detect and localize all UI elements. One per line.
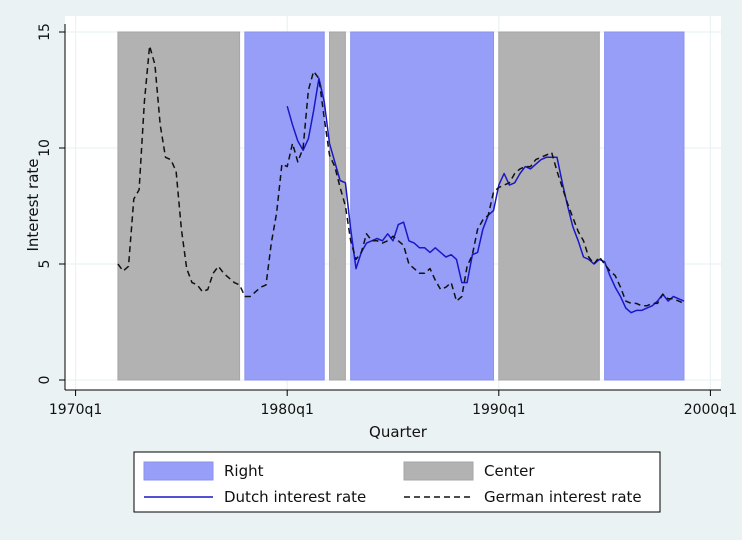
legend-label-center: Center (484, 462, 535, 480)
right-period-band (604, 31, 685, 381)
x-tick-label: 2000q1 (684, 402, 737, 418)
legend-label-dutch-interest-rate: Dutch interest rate (224, 488, 366, 506)
right-period-band (350, 31, 495, 381)
legend-label-german-interest-rate: German interest rate (484, 488, 642, 506)
x-tick-label: 1980q1 (260, 402, 313, 418)
series-lines (117, 45, 685, 314)
right-period-band (244, 31, 325, 381)
legend-label-right: Right (224, 462, 264, 480)
y-tick-label: 5 (37, 260, 53, 269)
center-period-band (498, 31, 600, 381)
legend-swatch-right (143, 461, 214, 481)
y-tick-label: 10 (37, 139, 53, 157)
legend: Right Center Dutch interest rate German int… (133, 451, 661, 513)
y-tick-label: 0 (37, 376, 53, 385)
x-tick-label: 1970q1 (49, 402, 102, 418)
legend-swatch-center (403, 461, 474, 481)
shaded-periods (117, 31, 685, 381)
x-axis-label: Quarter (369, 423, 428, 441)
legend-box (133, 451, 661, 513)
german-interest-rate-line (117, 45, 685, 307)
y-axis-label: Interest rate (24, 158, 42, 251)
y-tick-label: 15 (37, 23, 53, 41)
axes: 0 5 10 15 1970q1 1980q1 1990q1 2000q1 (37, 23, 737, 418)
x-tick-label: 1990q1 (472, 402, 525, 418)
center-period-band (329, 31, 346, 381)
